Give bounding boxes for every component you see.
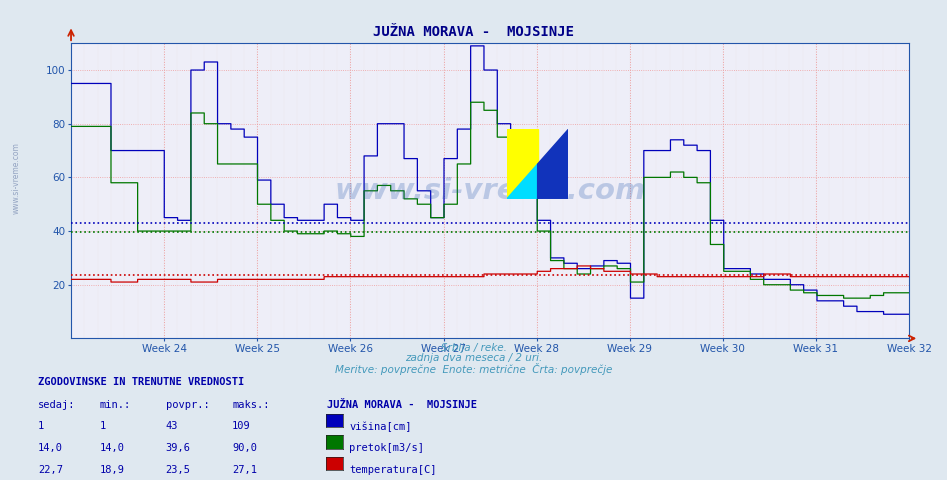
Text: 109: 109 <box>232 421 251 432</box>
Text: www.si-vreme.com: www.si-vreme.com <box>334 177 646 205</box>
Text: 27,1: 27,1 <box>232 465 257 475</box>
Text: pretok[m3/s]: pretok[m3/s] <box>349 443 424 453</box>
Text: JUŽNA MORAVA -  MOJSINJE: JUŽNA MORAVA - MOJSINJE <box>373 25 574 39</box>
Polygon shape <box>538 129 568 199</box>
Text: JUŽNA MORAVA -  MOJSINJE: JUŽNA MORAVA - MOJSINJE <box>327 400 476 410</box>
Text: temperatura[C]: temperatura[C] <box>349 465 437 475</box>
Text: 22,7: 22,7 <box>38 465 63 475</box>
Bar <box>507 129 538 164</box>
Text: www.si-vreme.com: www.si-vreme.com <box>11 142 21 214</box>
Text: zadnja dva meseca / 2 uri.: zadnja dva meseca / 2 uri. <box>405 353 542 363</box>
Text: ZGODOVINSKE IN TRENUTNE VREDNOSTI: ZGODOVINSKE IN TRENUTNE VREDNOSTI <box>38 377 244 387</box>
Polygon shape <box>507 164 538 199</box>
Text: 18,9: 18,9 <box>99 465 124 475</box>
Text: min.:: min.: <box>99 400 131 410</box>
Text: 23,5: 23,5 <box>166 465 190 475</box>
Text: višina[cm]: višina[cm] <box>349 421 412 432</box>
Text: 43: 43 <box>166 421 178 432</box>
Text: 14,0: 14,0 <box>99 443 124 453</box>
Text: Srbija / reke.: Srbija / reke. <box>440 343 507 353</box>
Text: povpr.:: povpr.: <box>166 400 209 410</box>
Text: 90,0: 90,0 <box>232 443 257 453</box>
Text: 1: 1 <box>99 421 106 432</box>
Text: sedaj:: sedaj: <box>38 400 76 410</box>
Polygon shape <box>507 164 538 199</box>
Text: 14,0: 14,0 <box>38 443 63 453</box>
Text: Meritve: povprečne  Enote: metrične  Črta: povprečje: Meritve: povprečne Enote: metrične Črta:… <box>335 363 612 375</box>
Text: 39,6: 39,6 <box>166 443 190 453</box>
Text: maks.:: maks.: <box>232 400 270 410</box>
Text: 1: 1 <box>38 421 45 432</box>
